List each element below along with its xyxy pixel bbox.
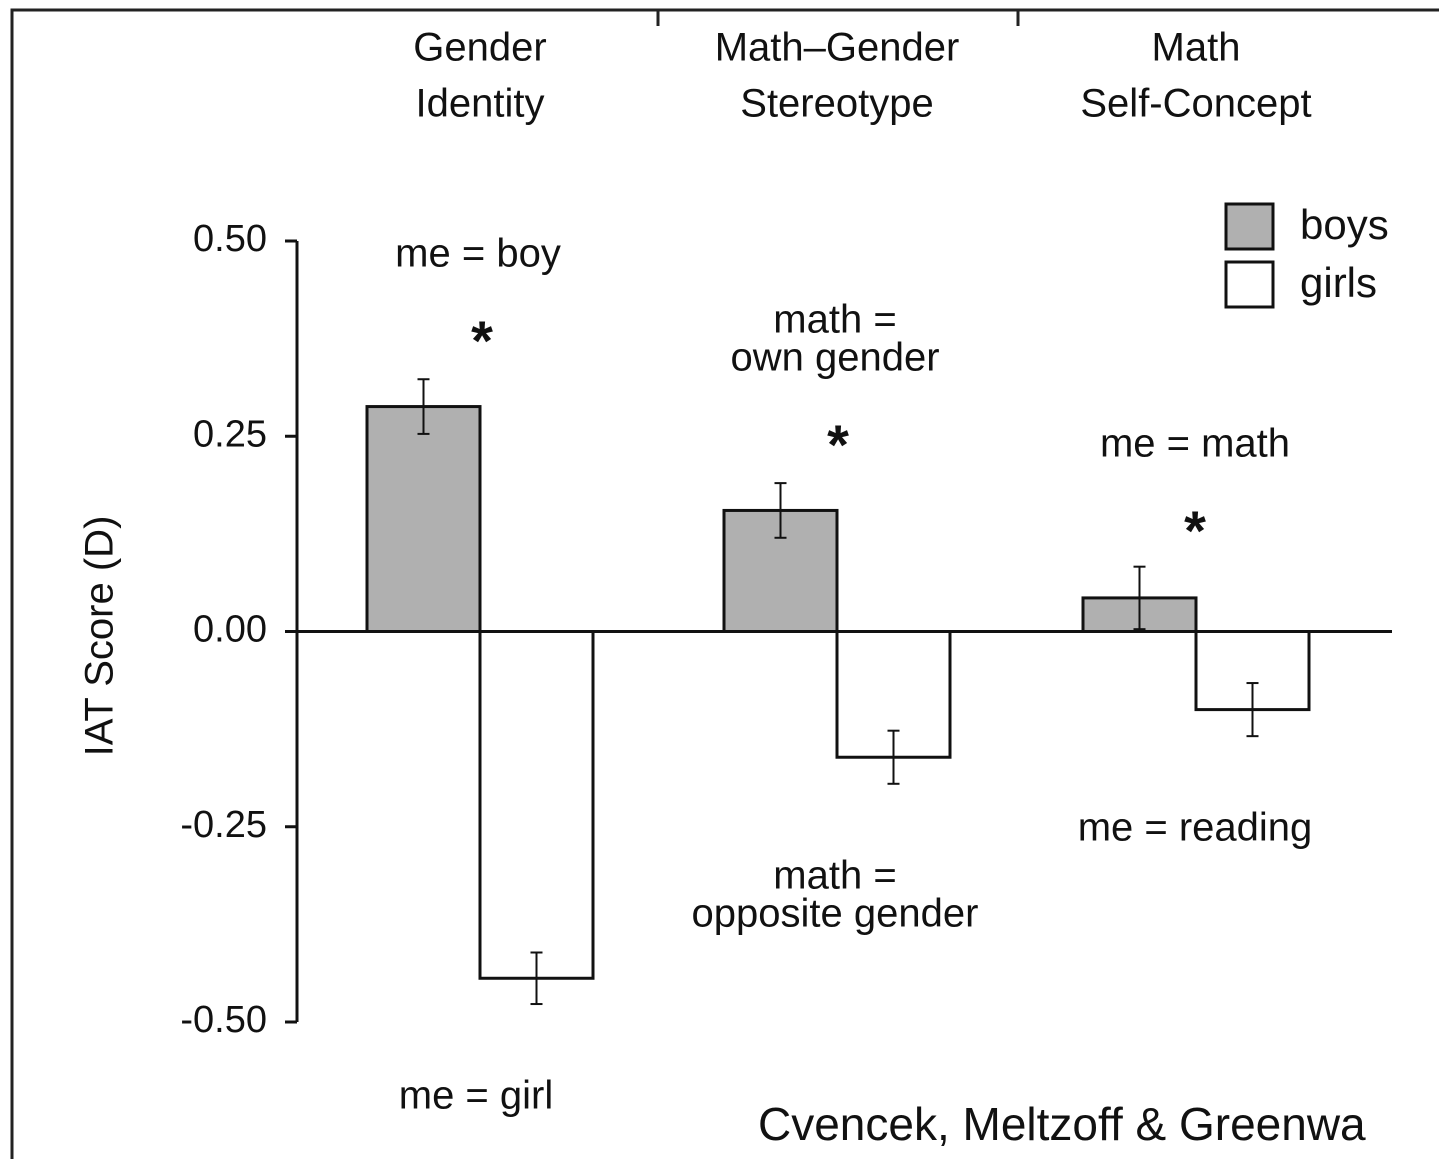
y-tick-label: 0.25: [193, 413, 267, 455]
significance-marker: *: [827, 413, 849, 476]
annotation: math =: [773, 298, 896, 342]
y-tick-label: 0.00: [193, 609, 267, 651]
y-tick-label: -0.25: [180, 804, 267, 846]
y-tick-label: 0.50: [193, 218, 267, 260]
legend-swatch: [1224, 202, 1275, 251]
bar: [365, 405, 482, 633]
category-label: Gender: [413, 26, 546, 70]
error-bar: [774, 482, 787, 539]
error-bar: [530, 951, 543, 1006]
annotation: opposite gender: [692, 892, 979, 936]
legend-label: girls: [1300, 259, 1377, 306]
error-bar: [1133, 565, 1146, 631]
y-tick-label: -0.50: [180, 999, 267, 1041]
y-axis-label: IAT Score (D): [78, 516, 122, 757]
legend-swatch: [1224, 260, 1275, 309]
annotation: me = girl: [399, 1074, 554, 1118]
frame: [10, 8, 1439, 1159]
annotation: me = math: [1100, 422, 1290, 466]
category-label: Math: [1152, 26, 1241, 70]
annotation: me = boy: [395, 232, 561, 276]
category-label: Stereotype: [740, 82, 933, 126]
category-label: Identity: [416, 82, 545, 126]
annotation: math =: [773, 854, 896, 898]
annotation: me = reading: [1078, 806, 1313, 850]
significance-marker: *: [1184, 499, 1206, 562]
significance-marker: *: [471, 309, 493, 372]
legend-label: boys: [1300, 201, 1389, 248]
source: Cvencek, Meltzoff & Greenwa: [758, 1098, 1366, 1150]
error-bar: [887, 729, 900, 785]
annotation: own gender: [730, 336, 939, 380]
error-bar: [417, 378, 430, 435]
error-bar: [1246, 682, 1259, 738]
category-label: Self-Concept: [1080, 82, 1311, 126]
category-label: Math–Gender: [715, 26, 960, 70]
bar: [478, 630, 595, 980]
